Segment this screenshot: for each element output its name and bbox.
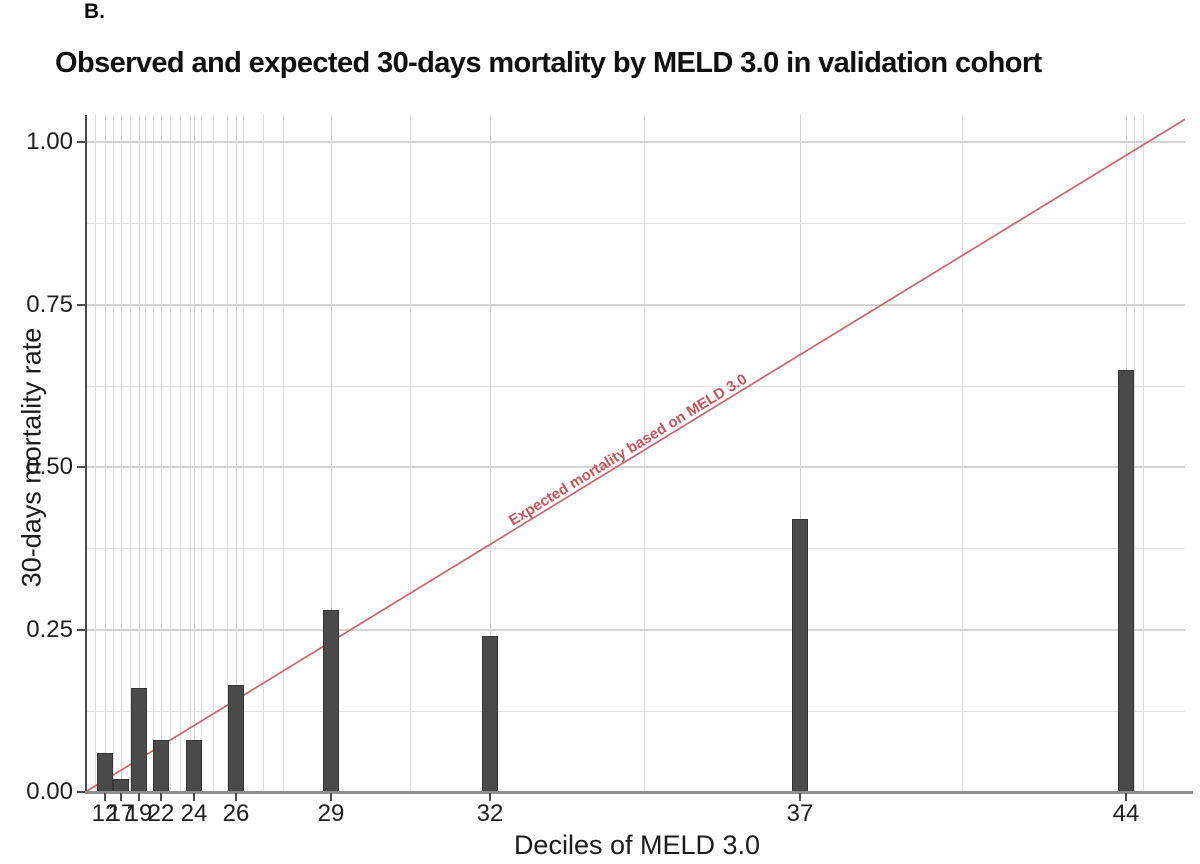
y-tick-mark [77, 141, 85, 143]
horizontal-gridline-major [87, 141, 1185, 143]
bar-meld-29 [323, 610, 339, 792]
y-tick-mark [77, 303, 85, 306]
bar-meld-24 [186, 740, 202, 792]
panel-label: B. [84, 0, 105, 23]
vertical-gridline [644, 115, 645, 792]
y-tick-label: 0.25 [26, 615, 73, 643]
vertical-gridline-tick [121, 115, 122, 792]
x-tick-label: 37 [786, 800, 814, 827]
x-tick-mark [330, 793, 332, 801]
vertical-gridline [227, 115, 228, 792]
bar-meld-32 [482, 636, 498, 792]
x-tick-label: 44 [1112, 800, 1140, 827]
bar-meld-26 [228, 684, 244, 792]
y-tick-label: 1.00 [26, 128, 73, 155]
y-tick-label: 0.50 [26, 453, 73, 480]
vertical-gridline [213, 115, 214, 792]
vertical-gridline [180, 115, 181, 792]
x-tick-mark [160, 793, 162, 801]
chart-title: Observed and expected 30-days mortality … [55, 47, 1042, 79]
x-axis-line [85, 791, 1193, 794]
vertical-gridline-tick [236, 115, 237, 792]
bar-meld-22 [153, 740, 169, 792]
vertical-gridline-tick [490, 115, 491, 792]
bar-meld-37 [792, 519, 808, 792]
vertical-gridline [95, 115, 96, 792]
horizontal-gridline-major [87, 466, 1185, 468]
x-tick-label: 29 [317, 800, 345, 827]
x-tick-mark [104, 793, 106, 801]
vertical-gridline [243, 115, 244, 792]
vertical-gridline-tick [139, 115, 140, 792]
horizontal-gridline-major [87, 628, 1185, 631]
vertical-gridline [113, 115, 114, 792]
vertical-gridline [201, 115, 202, 792]
vertical-gridline-tick [161, 115, 162, 792]
y-axis-line [85, 115, 87, 794]
bar-meld-44 [1118, 369, 1134, 792]
vertical-gridline [1134, 115, 1135, 792]
x-tick-label: 12 [91, 800, 119, 827]
x-tick-label: 24 [180, 800, 208, 827]
vertical-gridline [962, 115, 963, 792]
x-tick-label: 22 [147, 800, 175, 827]
vertical-gridline [153, 115, 154, 792]
horizontal-gridline-major [87, 303, 1185, 306]
vertical-gridline [170, 115, 171, 792]
horizontal-gridline-minor [87, 548, 1185, 550]
x-tick-label: 17 [107, 800, 135, 827]
x-tick-mark [120, 793, 122, 801]
vertical-gridline [263, 115, 264, 792]
x-tick-mark [235, 793, 237, 801]
y-tick-mark [77, 628, 85, 631]
y-tick-label: 0.75 [26, 290, 73, 318]
x-tick-label: 26 [222, 800, 250, 827]
vertical-gridline [190, 115, 191, 792]
vertical-gridline-tick [194, 115, 195, 792]
x-tick-mark [799, 793, 801, 801]
x-tick-label: 19 [125, 800, 153, 827]
y-tick-mark [77, 466, 85, 468]
bar-meld-19 [131, 688, 147, 792]
horizontal-gridline-minor [87, 710, 1185, 712]
x-axis-title: Deciles of MELD 3.0 [513, 830, 761, 860]
x-tick-mark [489, 793, 491, 801]
y-tick-mark [77, 791, 85, 793]
vertical-gridline [130, 115, 131, 792]
x-tick-label: 32 [476, 800, 504, 827]
plot-area: 12 17 19 22 24 26 29 32 37 44 0.00 0.25 0.50 0.75 1.00… [26, 115, 1193, 827]
x-tick-mark [193, 793, 195, 801]
vertical-gridline [410, 115, 411, 792]
x-tick-mark [1125, 793, 1127, 801]
y-tick-label: 0.00 [26, 778, 73, 805]
vertical-gridline-tick [331, 115, 332, 792]
vertical-gridline-tick [105, 115, 106, 792]
vertical-gridline [145, 115, 146, 792]
expected-mortality-line [86, 118, 1186, 792]
vertical-gridline [283, 115, 284, 792]
x-tick-mark [138, 793, 140, 801]
bar-meld-12 [97, 753, 113, 792]
horizontal-gridline-minor [87, 223, 1185, 225]
vertical-gridline [1143, 115, 1144, 792]
vertical-gridline-tick [800, 115, 801, 792]
horizontal-gridline-minor [87, 385, 1185, 387]
